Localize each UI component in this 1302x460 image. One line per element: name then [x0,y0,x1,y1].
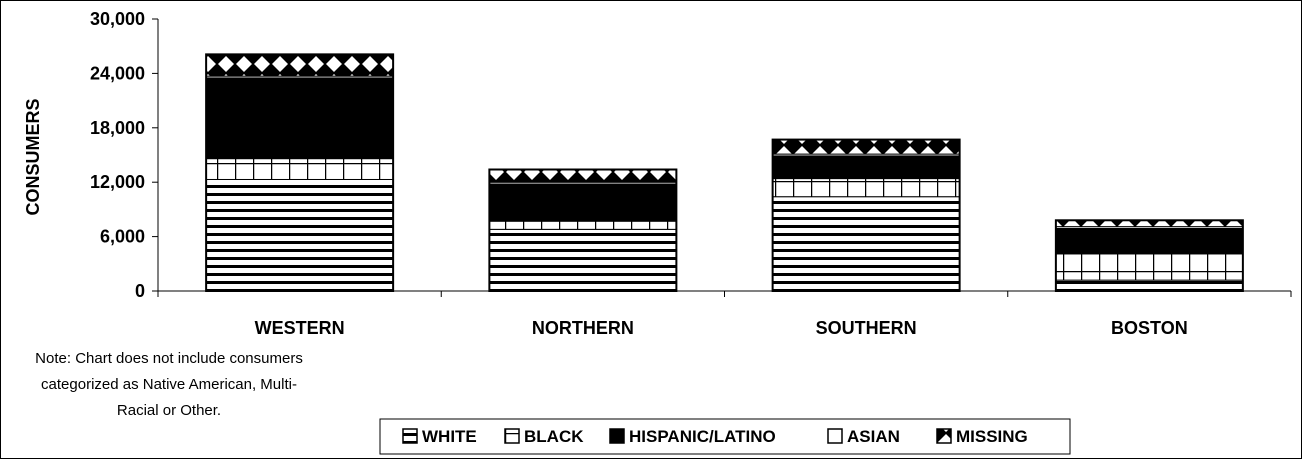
legend-swatch-missing [936,428,952,444]
bar-segment-western-white [205,178,394,292]
legend-swatch-hispanic-latino [609,428,625,444]
note-block: Note: Chart does not include consumers c… [35,350,303,419]
note-line-3: Racial or Other. [117,402,221,419]
legend-label-missing: MISSING [956,427,1028,446]
legend: WHITE BLACK HISPANIC/LATINO ASIAN MISSING [379,418,1071,455]
bar-segment-boston-hispanic-latino [1055,227,1244,255]
category-label-southern: SOUTHERN [816,318,917,338]
bar-segment-boston-white [1055,279,1244,292]
bar-segment-western-black [205,158,394,180]
note-line-2: categorized as Native American, Multi- [41,376,297,393]
bars-layer [205,53,1244,292]
legend-label-black: BLACK [524,427,584,446]
bar-segment-western-missing [205,53,394,77]
bar-segment-boston-black [1055,253,1244,281]
legend-swatch-black [504,428,520,444]
bar-segment-northern-missing [488,169,677,183]
bar-segment-northern-black [488,220,677,230]
category-label-northern: NORTHERN [532,318,634,338]
y-tick-label: 18,000 [90,118,145,138]
legend-label-asian: ASIAN [847,427,900,446]
y-axis-title: CONSUMERS [23,98,43,215]
bar-segment-southern-hispanic-latino [772,155,961,180]
bar-outline-western [205,53,395,292]
legend-swatch-white [402,428,418,444]
bar-outline-northern [488,168,678,292]
note-line-1: Note: Chart does not include consumers [35,350,303,367]
bar-segment-southern-black [772,178,961,198]
y-tick-label: 0 [135,281,145,301]
bar-segment-southern-missing [772,139,961,155]
y-tick-label: 24,000 [90,63,145,83]
category-label-boston: BOSTON [1111,318,1188,338]
bar-outline-boston [1054,219,1244,292]
legend-label-white: WHITE [422,427,477,446]
y-tick-label: 12,000 [90,172,145,192]
bar-segment-western-hispanic-latino [205,77,394,160]
bar-outline-southern [771,138,961,292]
bar-segment-northern-white [488,228,677,292]
labels-layer: 0 6,000 12,000 18,000 24,000 30,000 WESTERN NOR… [90,9,1188,338]
legend-box [379,418,1071,455]
category-label-western: WESTERN [255,318,345,338]
bar-segment-northern-hispanic-latino [488,183,677,222]
y-tick-label: 6,000 [100,227,145,247]
legend-swatch-asian [827,428,843,444]
bar-segment-southern-white [772,196,961,292]
y-tick-label: 30,000 [90,9,145,29]
legend-label-hispanic-latino: HISPANIC/LATINO [629,427,776,446]
y-axis-title-group: CONSUMERS [23,98,43,215]
